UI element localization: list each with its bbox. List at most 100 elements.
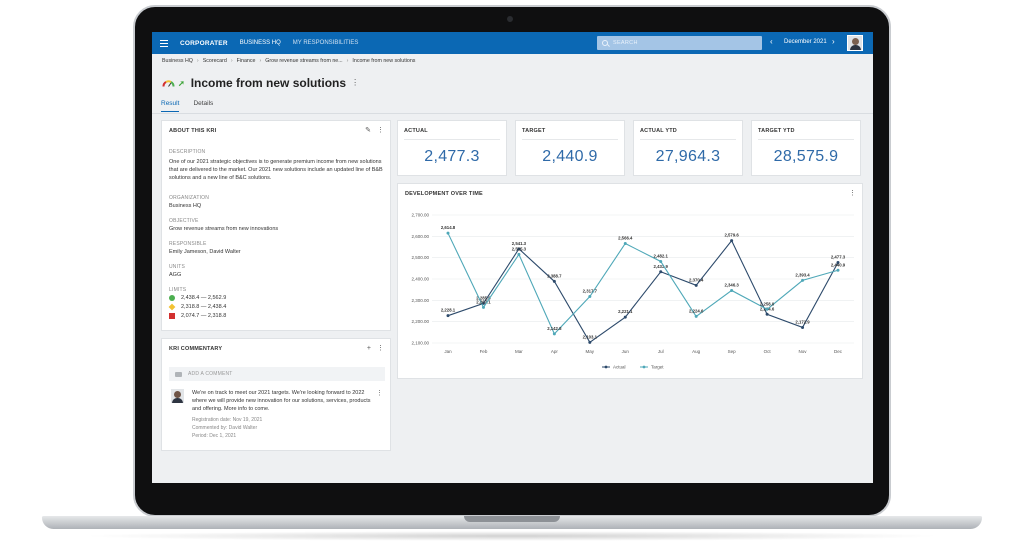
- data-point-actual: [588, 340, 592, 344]
- limit-row-red: 2,074.7 — 2,318.8: [169, 313, 226, 319]
- responsible-label: RESPONSIBLE: [169, 241, 207, 247]
- y-tick-label: 2,700.00: [411, 213, 429, 218]
- about-kri-card: ABOUT THIS KRI ✎ ⋮ DESCRIPTION One of ou…: [161, 120, 391, 331]
- limit-green-value: 2,438.4 — 2,562.9: [181, 295, 227, 301]
- legend-label-actual: Actual: [613, 365, 626, 370]
- data-label-target: 2,267.1: [476, 299, 491, 304]
- tab-details[interactable]: Details: [193, 100, 214, 107]
- nav-business-hq[interactable]: BUSINESS HQ: [239, 40, 281, 46]
- trend-up-arrow-icon: ➚: [178, 78, 185, 88]
- nav-my-responsibilities[interactable]: MY RESPONSIBILITIES: [292, 40, 359, 46]
- data-point-actual: [765, 312, 769, 316]
- limit-red-value: 2,074.7 — 2,318.8: [181, 313, 227, 319]
- page-title: Income from new solutions: [190, 76, 347, 90]
- commentary-more-icon[interactable]: ⋮: [377, 345, 384, 352]
- data-point-target: [765, 307, 769, 311]
- green-circle-icon: [169, 295, 175, 301]
- data-label-target: 2,482.1: [654, 253, 669, 258]
- kpi-card-actual: ACTUAL 2,477.3: [397, 120, 507, 176]
- kri-commentary-card: KRI COMMENTARY + ⋮ ADD A COMMENT We're o…: [161, 338, 391, 451]
- data-label-target: 2,346.3: [724, 282, 739, 287]
- add-icon[interactable]: +: [366, 344, 371, 352]
- kpi-actual-ytd-label: ACTUAL YTD: [640, 128, 677, 134]
- y-tick-label: 2,500.00: [411, 255, 429, 260]
- kpi-actual-value: 2,477.3: [424, 148, 480, 165]
- page-header: ➚ Income from new solutions ⋮: [162, 76, 359, 90]
- breadcrumb-scorecard[interactable]: Scorecard: [202, 58, 227, 64]
- search-placeholder: SEARCH: [613, 40, 638, 46]
- camera-dot: [507, 16, 513, 22]
- about-more-icon[interactable]: ⋮: [377, 127, 384, 134]
- data-label-actual: 2,541.3: [512, 241, 527, 246]
- series-line-target: [447, 232, 839, 335]
- responsible-value: Emily Jameson, David Walter: [169, 249, 241, 255]
- data-label-target: 2,224.6: [689, 308, 704, 313]
- add-comment-input[interactable]: ADD A COMMENT: [169, 367, 385, 381]
- search-icon: [602, 40, 608, 46]
- development-more-icon[interactable]: ⋮: [849, 190, 856, 197]
- comment-period: Period: Dec 1, 2021: [192, 433, 237, 439]
- breadcrumb-objective[interactable]: Grow revenue streams from ne...: [265, 58, 343, 64]
- objective-value: Grow revenue streams from new innovation…: [169, 226, 279, 232]
- data-point-target: [836, 268, 840, 272]
- comment-more-icon[interactable]: ⋮: [376, 390, 383, 397]
- chevron-right-icon[interactable]: ›: [832, 37, 835, 46]
- data-point-target: [730, 288, 734, 292]
- data-point-target: [481, 305, 485, 309]
- data-point-actual: [730, 239, 734, 243]
- top-bar: CORPORATER BUSINESS HQ MY RESPONSIBILITI…: [152, 32, 873, 54]
- limits-label: LIMITS: [169, 287, 187, 293]
- data-label-target: 2,614.8: [441, 225, 456, 230]
- data-label-target: 2,515.3: [512, 246, 527, 251]
- y-tick-label: 2,200.00: [411, 319, 429, 324]
- about-card-title: ABOUT THIS KRI: [169, 128, 217, 134]
- kpi-actual-ytd-value: 27,964.3: [655, 148, 721, 165]
- development-card-title: DEVELOPMENT OVER TIME: [405, 191, 483, 197]
- gauge-icon: [162, 79, 175, 87]
- user-avatar[interactable]: [847, 35, 863, 51]
- period-selector[interactable]: December 2021: [784, 39, 827, 45]
- laptop-notch: [464, 516, 560, 522]
- data-label-actual: 2,228.1: [441, 308, 456, 313]
- data-label-target: 2,317.7: [583, 289, 598, 294]
- breadcrumb-business-hq[interactable]: Business HQ: [162, 58, 193, 64]
- development-line-chart: 2,100.00 2,200.00 2,300.00 2,400.00 2,500.00…: [411, 213, 854, 370]
- data-label-target: 2,393.4: [795, 272, 810, 277]
- data-label-actual: 2,285.6: [476, 295, 491, 300]
- limit-row-yellow: 2,318.8 — 2,438.4: [168, 303, 227, 311]
- units-value: AGG: [169, 272, 182, 278]
- data-point-actual: [836, 261, 840, 265]
- search-input[interactable]: SEARCH: [597, 36, 762, 50]
- data-label-target: 2,440.9: [831, 262, 846, 267]
- limit-row-green: 2,438.4 — 2,562.9: [169, 295, 226, 301]
- tab-divider: [152, 113, 873, 114]
- data-point-actual: [659, 270, 663, 274]
- breadcrumb-separator-icon: ›: [230, 58, 233, 64]
- corporater-logo[interactable]: CORPORATER: [180, 39, 228, 47]
- objective-label: OBJECTIVE: [169, 218, 199, 224]
- x-tick-label: Jan: [444, 349, 452, 354]
- x-tick-label: Jun: [622, 349, 630, 354]
- data-point-target: [588, 295, 592, 299]
- limit-yellow-value: 2,318.8 — 2,438.4: [181, 304, 227, 310]
- tab-result[interactable]: Result: [161, 100, 180, 112]
- data-label-actual: 2,103.1: [583, 334, 598, 339]
- edit-pencil-icon[interactable]: ✎: [365, 127, 371, 134]
- data-label-actual: 2,370.4: [689, 277, 704, 282]
- kpi-card-target: TARGET 2,440.9: [515, 120, 625, 176]
- add-comment-placeholder: ADD A COMMENT: [188, 371, 233, 377]
- hamburger-menu-icon[interactable]: [160, 39, 168, 47]
- kpi-divider: [522, 139, 618, 140]
- data-label-actual: 2,388.7: [547, 273, 562, 278]
- x-tick-label: Mar: [515, 349, 523, 354]
- about-card-actions: ✎ ⋮: [359, 126, 384, 134]
- breadcrumb-current: Income from new solutions: [352, 58, 416, 64]
- title-more-icon[interactable]: ⋮: [351, 78, 360, 87]
- data-label-actual: 2,433.9: [654, 264, 669, 269]
- x-tick-label: Aug: [692, 349, 701, 354]
- data-point-actual: [623, 315, 627, 319]
- chevron-left-icon[interactable]: ‹: [770, 37, 773, 46]
- data-point-actual: [481, 301, 485, 305]
- breadcrumb-finance[interactable]: Finance: [236, 58, 256, 64]
